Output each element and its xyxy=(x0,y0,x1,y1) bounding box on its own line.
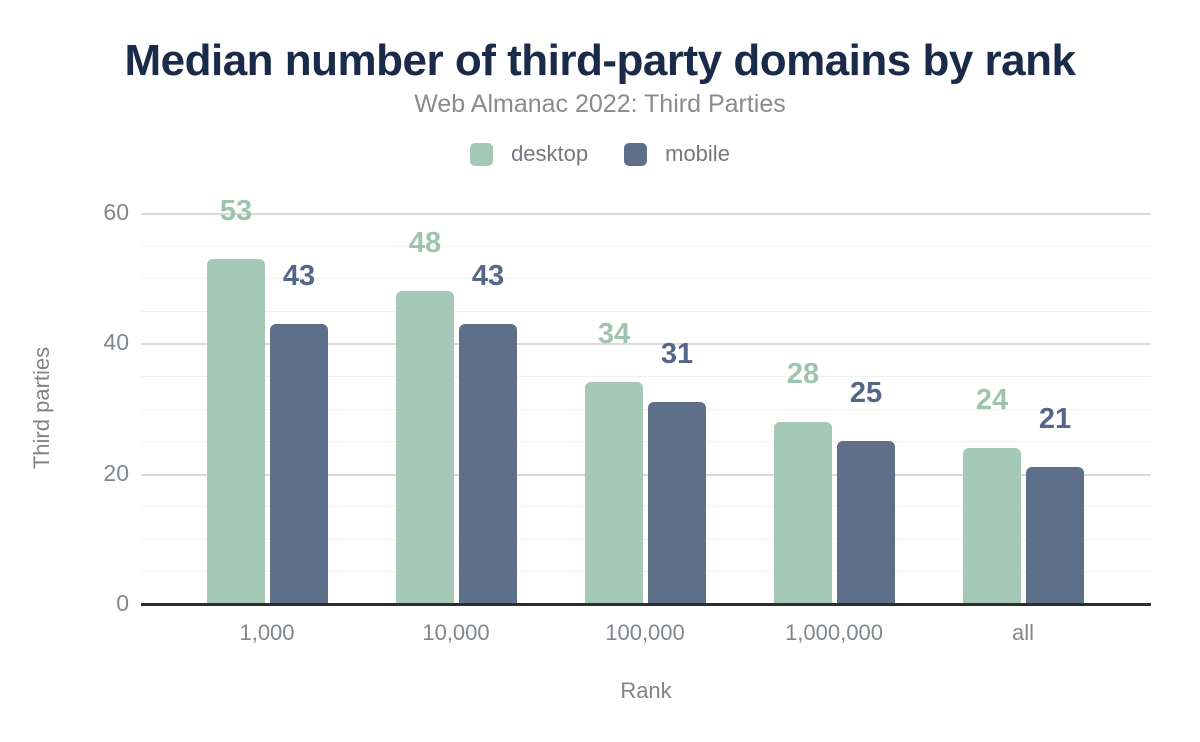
x-tick-label: 1,000 xyxy=(239,620,295,645)
chart-title: Median number of third-party domains by … xyxy=(124,36,1076,85)
bar-desktop-all[interactable] xyxy=(963,448,1021,604)
y-tick-label: 60 xyxy=(103,199,129,225)
bar-value-label-mobile-1000: 43 xyxy=(282,260,316,292)
bar-value-label-mobile-all: 21 xyxy=(1038,403,1072,435)
x-tick-label: 1,000,000 xyxy=(785,620,883,645)
bar-value-label-desktop-10000: 48 xyxy=(408,227,442,259)
bar-value-label-mobile-100000: 31 xyxy=(660,338,694,370)
gridline-major xyxy=(141,474,1151,476)
y-tick-label: 40 xyxy=(103,329,129,355)
bar-mobile-1000000[interactable] xyxy=(837,441,895,604)
bar-mobile-100000[interactable] xyxy=(648,402,706,604)
gridline-minor xyxy=(141,409,1151,410)
bar-desktop-1000000[interactable] xyxy=(774,422,832,604)
legend: desktop mobile xyxy=(0,141,1200,167)
legend-item-desktop[interactable]: desktop xyxy=(470,141,588,167)
legend-swatch-mobile xyxy=(624,142,648,166)
gridline-minor xyxy=(141,506,1151,507)
gridline-minor xyxy=(141,376,1151,377)
bar-desktop-1000[interactable] xyxy=(207,259,265,604)
y-tick-label: 0 xyxy=(116,590,129,616)
y-tick-label: 20 xyxy=(103,460,129,486)
bar-desktop-100000[interactable] xyxy=(585,382,643,604)
x-tick-label: 10,000 xyxy=(422,620,490,645)
gridline-major xyxy=(141,213,1151,215)
bar-value-label-mobile-1000000: 25 xyxy=(849,377,883,409)
gridline-minor xyxy=(141,246,1151,247)
gridline-minor xyxy=(141,278,1151,279)
bar-mobile-all[interactable] xyxy=(1026,467,1084,604)
gridline-minor xyxy=(141,539,1151,540)
bar-value-label-desktop-100000: 34 xyxy=(597,318,631,350)
x-axis-line xyxy=(141,603,1151,606)
legend-label-desktop: desktop xyxy=(511,141,589,166)
gridline-minor xyxy=(141,311,1151,312)
legend-label-mobile: mobile xyxy=(665,141,730,166)
bar-desktop-10000[interactable] xyxy=(396,291,454,604)
x-tick-label: all xyxy=(1011,620,1034,645)
legend-swatch-desktop xyxy=(470,142,494,166)
bar-value-label-desktop-1000000: 28 xyxy=(786,358,820,390)
bar-value-label-desktop-all: 24 xyxy=(975,384,1009,416)
gridline-minor xyxy=(141,441,1151,442)
bar-value-label-mobile-10000: 43 xyxy=(471,260,505,292)
bar-mobile-10000[interactable] xyxy=(459,324,517,604)
x-axis-title: Rank xyxy=(620,678,672,703)
legend-item-mobile[interactable]: mobile xyxy=(624,141,730,167)
chart-subtitle: Web Almanac 2022: Third Parties xyxy=(414,90,786,118)
gridline-major xyxy=(141,343,1151,345)
gridline-minor xyxy=(141,571,1151,572)
bar-mobile-1000[interactable] xyxy=(270,324,328,604)
bar-value-label-desktop-1000: 53 xyxy=(219,195,253,227)
x-tick-label: 100,000 xyxy=(605,620,685,645)
y-axis-title: Third parties xyxy=(29,346,54,470)
